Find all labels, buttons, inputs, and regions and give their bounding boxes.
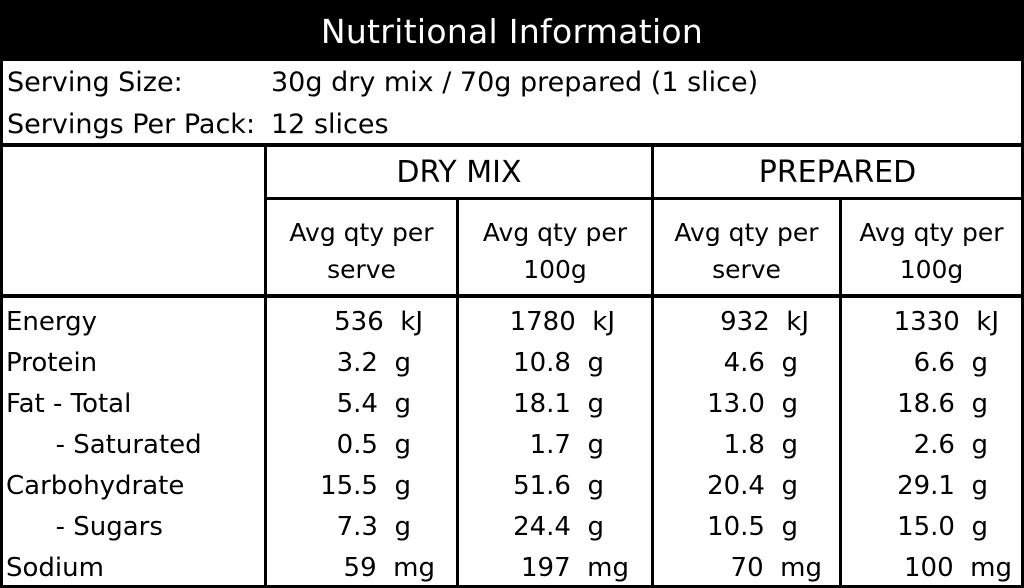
cell-sodium-prepared-100g: 100 mg [904, 553, 1012, 583]
cell-fat-total-dry-100g: 18.1 g [513, 389, 604, 419]
cell-sugars-prepared-100g: 15.0 g [897, 512, 988, 542]
cell-fat-total-prepared-serve: 13.0 g [707, 389, 798, 419]
cell-energy-dry-100g: 1780 kJ [509, 307, 615, 337]
subheader-dry-serve: Avg qty per serve [289, 218, 434, 284]
row-label-saturated: - Saturated [6, 430, 202, 460]
cell-carbohydrate-dry-100g: 51.6 g [513, 471, 604, 501]
cell-sugars-dry-100g: 24.4 g [513, 512, 604, 542]
row-label-fat-total: Fat - Total [6, 389, 132, 419]
panel-title: Nutritional Information [3, 3, 1021, 61]
col-rule-1 [264, 143, 267, 585]
cell-sodium-dry-100g: 197 mg [521, 553, 629, 583]
rule-group-header [265, 197, 1021, 200]
cell-fat-total-dry-serve: 5.4 g [336, 389, 411, 419]
group-header-prepared: PREPARED [758, 155, 917, 190]
cell-carbohydrate-prepared-serve: 20.4 g [707, 471, 798, 501]
cell-protein-prepared-serve: 4.6 g [723, 348, 798, 378]
cell-protein-prepared-100g: 6.6 g [913, 348, 988, 378]
rule-header-bottom [3, 294, 1021, 298]
cell-sodium-prepared-serve: 70 mg [730, 553, 822, 583]
col-rule-2 [456, 197, 459, 585]
cell-saturated-dry-100g: 1.7 g [529, 430, 604, 460]
cell-sugars-prepared-serve: 10.5 g [707, 512, 798, 542]
servings-per-pack-value: 12 slices [271, 109, 389, 140]
subheader-dry-100g: Avg qty per 100g [482, 218, 628, 284]
group-header-dry-mix: DRY MIX [396, 155, 522, 190]
cell-protein-dry-100g: 10.8 g [513, 348, 604, 378]
row-label-sodium: Sodium [6, 553, 104, 583]
cell-energy-prepared-serve: 932 kJ [720, 307, 809, 337]
cell-fat-total-prepared-100g: 18.6 g [897, 389, 988, 419]
row-label-sugars: - Sugars [6, 512, 163, 542]
cell-sodium-dry-serve: 59 mg [343, 553, 435, 583]
cell-saturated-prepared-serve: 1.8 g [723, 430, 798, 460]
col-rule-3 [651, 143, 654, 585]
row-label-protein: Protein [6, 348, 98, 378]
rule-table-top [3, 143, 1021, 147]
cell-saturated-prepared-100g: 2.6 g [913, 430, 988, 460]
cell-sugars-dry-serve: 7.3 g [336, 512, 411, 542]
cell-energy-prepared-100g: 1330 kJ [893, 307, 999, 337]
col-rule-4 [839, 197, 842, 585]
subheader-prepared-serve: Avg qty per serve [674, 218, 819, 284]
cell-protein-dry-serve: 3.2 g [336, 348, 411, 378]
serving-size-value: 30g dry mix / 70g prepared (1 slice) [271, 67, 759, 98]
cell-saturated-dry-serve: 0.5 g [336, 430, 411, 460]
row-label-energy: Energy [6, 307, 98, 337]
cell-energy-dry-serve: 536 kJ [334, 307, 423, 337]
servings-per-pack-label: Servings Per Pack: [7, 109, 256, 140]
cell-carbohydrate-prepared-100g: 29.1 g [897, 471, 988, 501]
row-label-carbohydrate: Carbohydrate [6, 471, 185, 501]
subheader-prepared-100g: Avg qty per 100g [859, 218, 1004, 284]
cell-carbohydrate-dry-serve: 15.5 g [320, 471, 411, 501]
serving-size-label: Serving Size: [7, 67, 183, 98]
